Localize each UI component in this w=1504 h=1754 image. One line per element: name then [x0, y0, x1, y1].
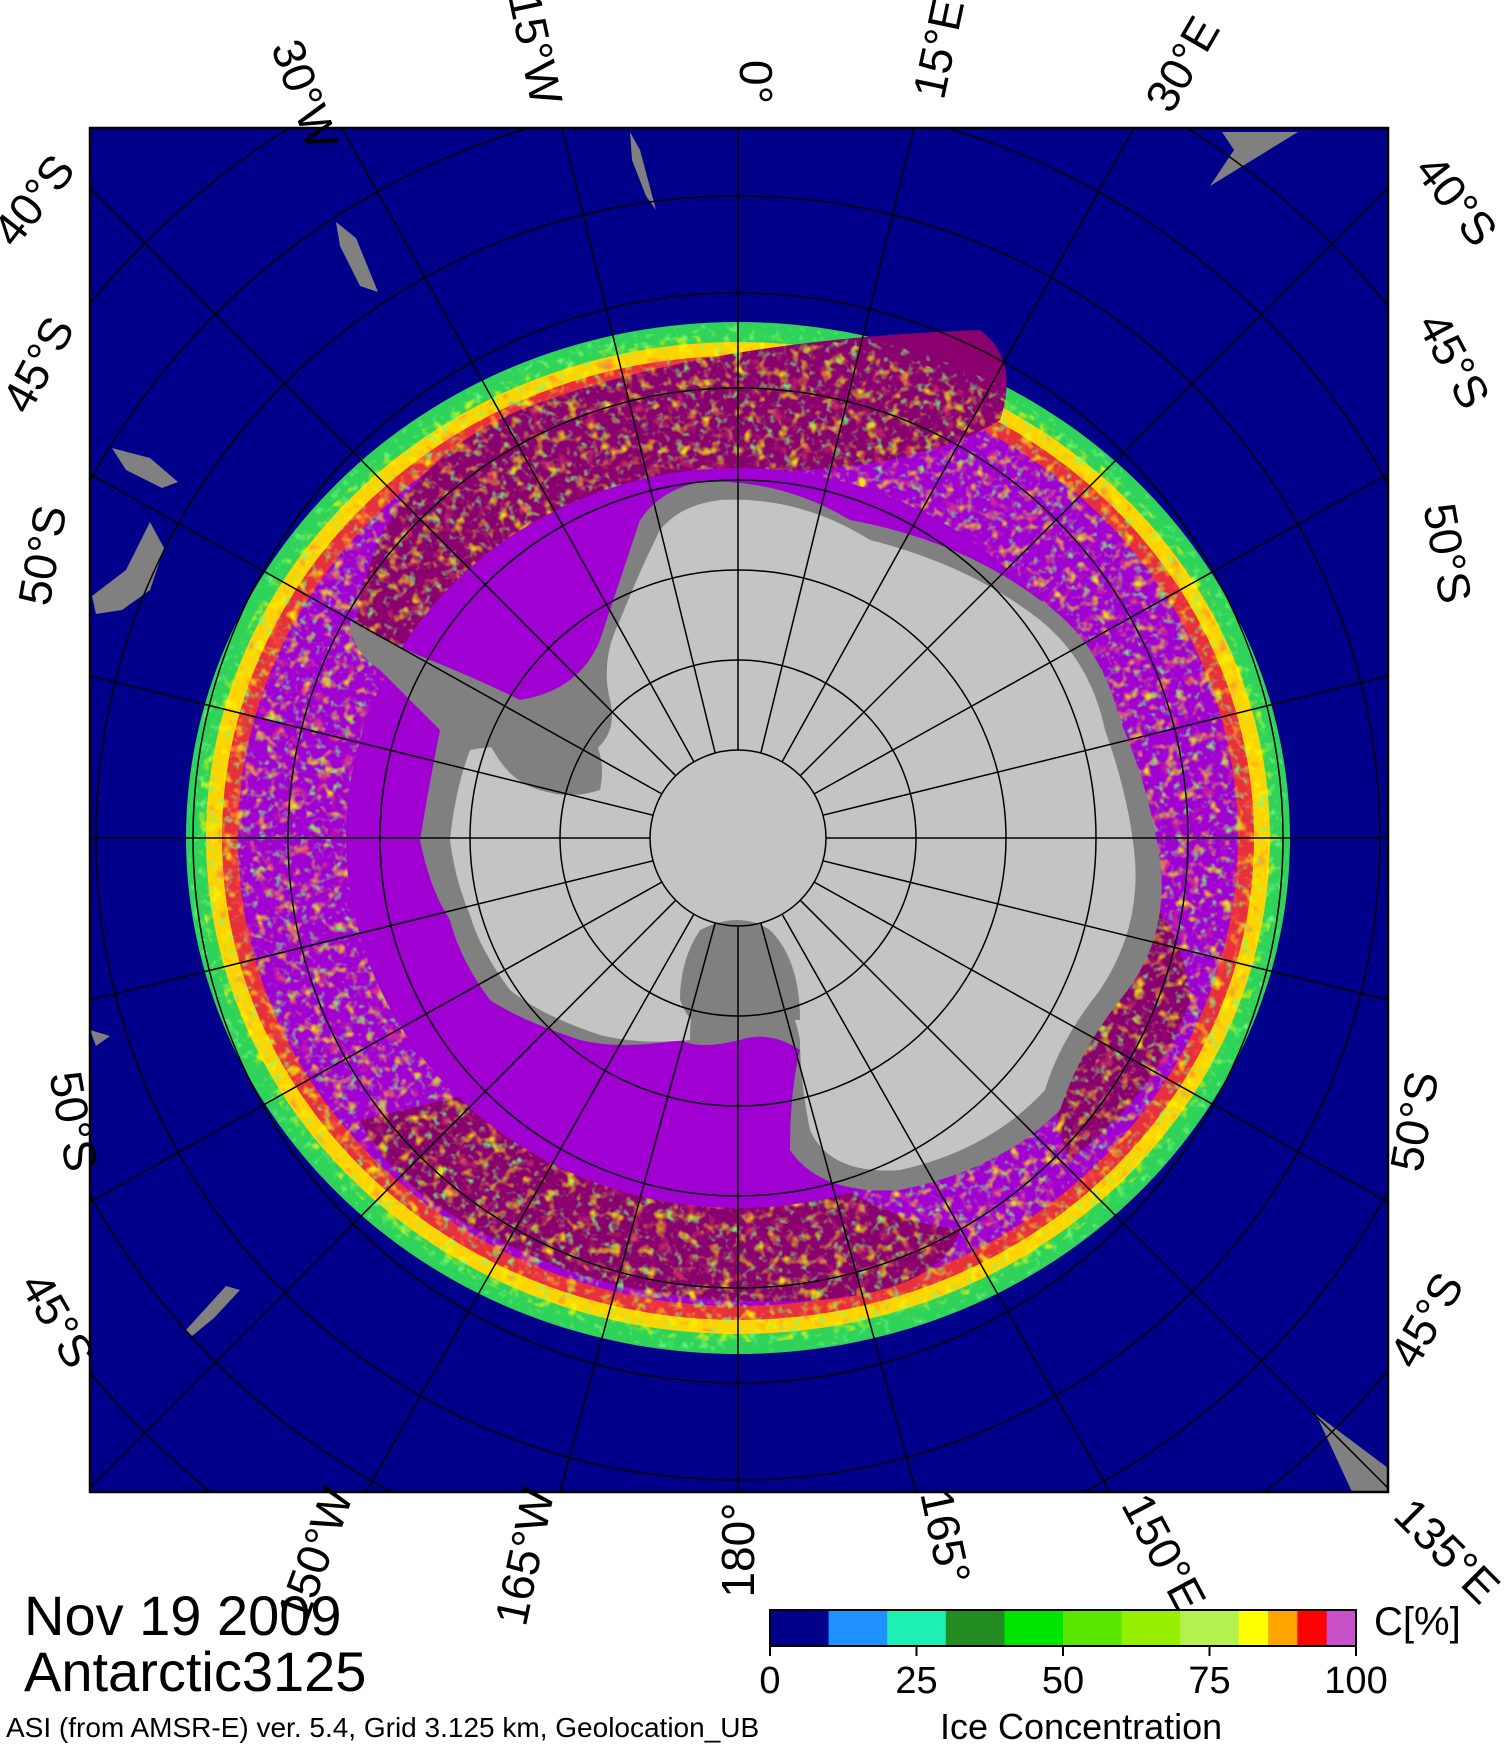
lon-label-165w: 165°W: [485, 1483, 565, 1630]
ice-sheet: [450, 499, 1136, 1171]
colorbar-tick-50: 50: [1041, 1660, 1085, 1702]
map-frame: [90, 128, 1388, 1492]
colorbar-unit: C[%]: [1374, 1600, 1461, 1644]
lon-label-15w: 15°W: [498, 0, 572, 110]
colorbar-segment: [1180, 1610, 1240, 1646]
colorbar: [769, 1610, 1357, 1656]
map-border: [88, 126, 1390, 1494]
colorbar-segment: [1268, 1610, 1298, 1646]
lat-label-right-40s: 40°S: [1405, 145, 1504, 256]
colorbar-tick-0: 0: [759, 1660, 781, 1702]
colorbar-segment: [770, 1610, 830, 1646]
colorbar-tick-25: 25: [895, 1660, 938, 1702]
lon-label-180: 180°: [712, 1502, 764, 1597]
colorbar-segment: [1004, 1610, 1064, 1646]
colorbar-segment: [887, 1610, 947, 1646]
lat-label-right-45s-lower: 45°S: [1379, 1264, 1474, 1377]
lat-label-left-45s: 45°S: [0, 308, 84, 421]
colorbar-segment: [1121, 1610, 1181, 1646]
colorbar-title: Ice Concentration: [940, 1706, 1223, 1747]
meridians: [90, 128, 1388, 1492]
lon-label-165e: 165°: [910, 1485, 981, 1589]
colorbar-border: [769, 1609, 1357, 1647]
colorbar-tick-75: 75: [1188, 1660, 1231, 1702]
antarctica: [350, 481, 1162, 1191]
lon-label-30e: 30°E: [1135, 8, 1230, 121]
lat-label-right-50s-lower: 50°S: [1380, 1067, 1449, 1175]
colorbar-segment: [828, 1610, 888, 1646]
lon-label-0: 0°: [730, 60, 782, 104]
colorbar-segment: [1326, 1610, 1357, 1646]
colorbar-segment: [1297, 1610, 1328, 1646]
lat-labels-right: 40°S 45°S 50°S 50°S 45°S: [1379, 145, 1504, 1377]
date-label: Nov 19 2009: [24, 1584, 342, 1647]
graticule: [90, 128, 1388, 1492]
colorbar-tick-100: 100: [1324, 1660, 1388, 1702]
lat-label-right-50s: 50°S: [1413, 499, 1482, 607]
ross-ice-shelf: [680, 920, 800, 1030]
lon-label-15e: 15°E: [902, 0, 974, 103]
lon-label-150e: 150°E: [1112, 1485, 1217, 1621]
colorbar-segment: [1238, 1610, 1269, 1646]
lat-label-left-50s: 50°S: [8, 501, 77, 609]
footer-caption: ASI (from AMSR-E) ver. 5.4, Grid 3.125 k…: [6, 1712, 760, 1743]
lon-labels-bottom: 150°W 165°W 180° 165° 150°E 135°E: [267, 1480, 1504, 1630]
dataset-label: Antarctic3125: [24, 1640, 367, 1703]
colorbar-segment: [945, 1610, 1005, 1646]
lat-label-left-40s: 40°S: [0, 145, 85, 256]
lat-label-right-45s: 45°S: [1408, 304, 1501, 417]
colorbar-segment: [1063, 1610, 1123, 1646]
lon-label-135e: 135°E: [1384, 1488, 1504, 1614]
